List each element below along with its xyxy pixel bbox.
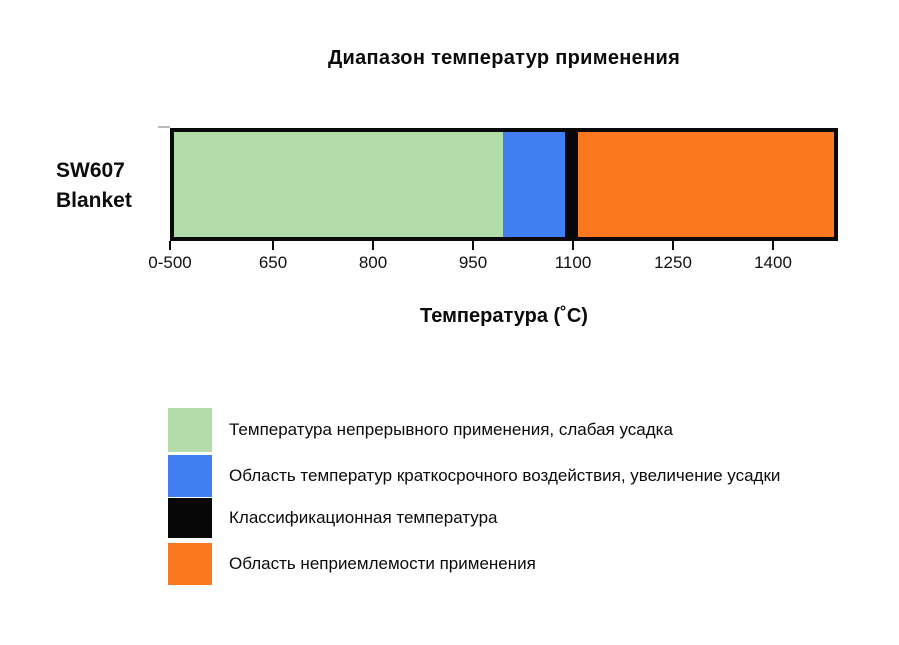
legend-label: Область неприемлемости применения (229, 554, 536, 573)
axis-notch (158, 126, 170, 128)
x-tick-label: 650 (258, 253, 288, 272)
series-row-label: SW607 Blanket (56, 159, 132, 212)
legend-swatch-blue (168, 455, 212, 497)
x-tick-label: 1400 (754, 253, 792, 272)
legend-swatch-orange (168, 543, 212, 585)
legend-item-continuous-use: Температура непрерывного применения, сла… (168, 408, 673, 452)
x-tick (472, 241, 474, 250)
x-tick (169, 241, 171, 250)
x-tick (772, 241, 774, 250)
temperature-range-bar (170, 128, 838, 241)
legend-label: Температура непрерывного применения, сла… (229, 420, 673, 439)
x-tick (372, 241, 374, 250)
x-tick (672, 241, 674, 250)
segment-unacceptable (578, 132, 834, 237)
legend-item-classification-temp: Классификационная температура (168, 498, 498, 538)
legend-swatch-black (168, 498, 212, 538)
segment-short-term (503, 132, 565, 237)
legend-item-short-term: Область температур краткосрочного воздей… (168, 455, 780, 497)
x-tick-label: 1250 (654, 253, 692, 272)
segment-classification-temp (565, 132, 578, 237)
legend-swatch-green (168, 408, 212, 452)
x-axis-title: Температура (˚C) (420, 305, 588, 327)
legend-label: Область температур краткосрочного воздей… (229, 466, 781, 485)
x-tick (272, 241, 274, 250)
x-tick-label: 1100 (554, 253, 592, 272)
chart-title: Диапазон температур применения (327, 47, 681, 69)
legend-label: Классификационная температура (229, 508, 498, 527)
segment-continuous-use (174, 132, 503, 237)
x-tick-label: 0-500 (148, 253, 192, 272)
x-tick (572, 241, 574, 250)
x-tick-label: 800 (358, 253, 388, 272)
legend-item-unacceptable: Область неприемлемости применения (168, 543, 536, 585)
x-tick-label: 950 (458, 253, 488, 272)
